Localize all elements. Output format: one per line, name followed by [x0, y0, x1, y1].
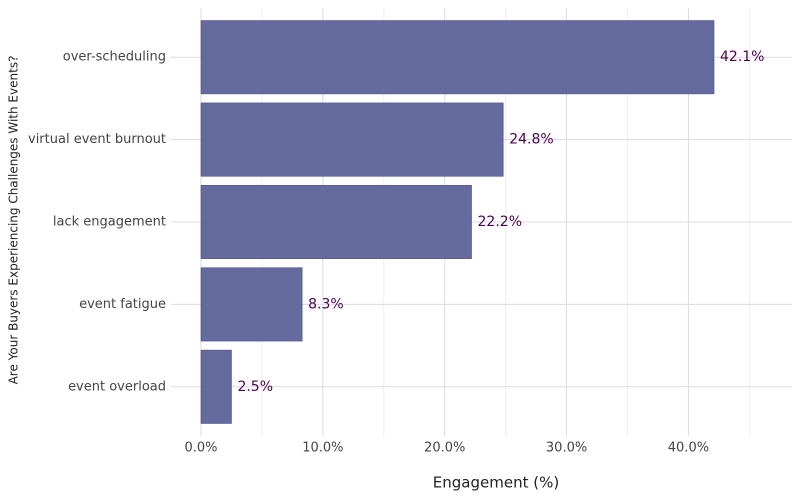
- bar: [200, 185, 472, 259]
- x-tick-label: 30.0%: [546, 441, 587, 456]
- x-tick-label: 20.0%: [424, 441, 465, 456]
- bar: [200, 349, 232, 424]
- y-axis-title: Are Your Buyers Experiencing Challenges …: [7, 56, 21, 385]
- y-tick-label: lack engagement: [53, 215, 166, 230]
- x-tick-label: 10.0%: [302, 441, 343, 456]
- value-label: 2.5%: [237, 379, 273, 395]
- y-tick-label: over-scheduling: [63, 50, 166, 65]
- x-tick-label: 40.0%: [668, 441, 709, 456]
- x-tick-label: 0.0%: [184, 441, 217, 456]
- y-tick-label: virtual event burnout: [28, 132, 166, 147]
- bar: [200, 267, 303, 342]
- bar: [200, 20, 715, 95]
- value-label: 8.3%: [308, 296, 344, 312]
- y-tick-label: event overload: [68, 379, 166, 394]
- value-label: 42.1%: [720, 49, 764, 65]
- y-tick-label: event fatigue: [79, 297, 166, 312]
- value-label: 22.2%: [478, 214, 522, 230]
- x-axis-title: Engagement (%): [433, 474, 559, 492]
- bar: [200, 102, 504, 177]
- value-label: 24.8%: [509, 132, 553, 148]
